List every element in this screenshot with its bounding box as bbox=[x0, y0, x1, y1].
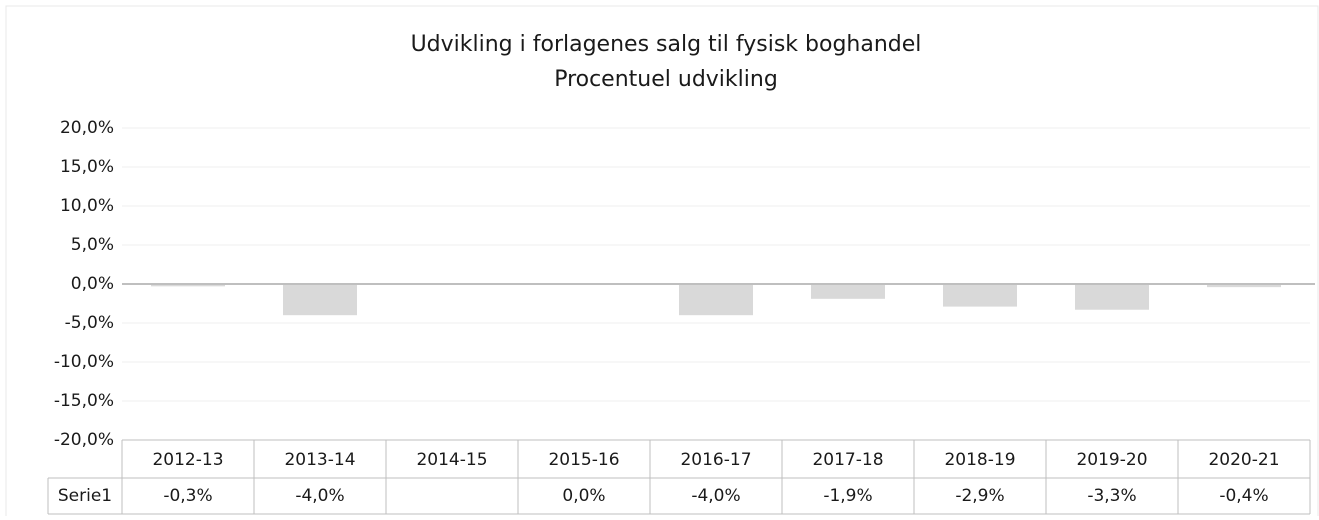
y-tick-label: 0,0% bbox=[71, 274, 114, 294]
table-series-name: Serie1 bbox=[58, 486, 112, 506]
table-value: -0,3% bbox=[163, 486, 212, 506]
y-tick-label: 10,0% bbox=[60, 196, 114, 216]
table-value: -4,0% bbox=[295, 486, 344, 506]
x-tick-label: 2014-15 bbox=[416, 450, 487, 470]
y-tick-label: 20,0% bbox=[60, 118, 114, 138]
x-tick-label: 2013-14 bbox=[284, 450, 355, 470]
x-tick-label: 2020-21 bbox=[1208, 450, 1279, 470]
chart-title: Udvikling i forlagenes salg til fysisk b… bbox=[411, 32, 922, 57]
table-value: -4,0% bbox=[691, 486, 740, 506]
x-tick-label: 2019-20 bbox=[1076, 450, 1147, 470]
table-value: -3,3% bbox=[1087, 486, 1136, 506]
table-value: -0,4% bbox=[1219, 486, 1268, 506]
chart-border bbox=[5, 5, 1319, 520]
chart-subtitle: Procentuel udvikling bbox=[554, 67, 778, 92]
bar bbox=[943, 284, 1017, 307]
x-tick-label: 2015-16 bbox=[548, 450, 619, 470]
y-tick-label: -5,0% bbox=[65, 313, 114, 333]
x-tick-label: 2012-13 bbox=[152, 450, 223, 470]
table-value: -1,9% bbox=[823, 486, 872, 506]
bar bbox=[1075, 284, 1149, 310]
table-value: -2,9% bbox=[955, 486, 1004, 506]
y-tick-label: -10,0% bbox=[54, 352, 114, 372]
y-tick-label: 15,0% bbox=[60, 157, 114, 177]
bar bbox=[151, 284, 225, 287]
y-tick-label: 5,0% bbox=[71, 235, 114, 255]
bar bbox=[1207, 284, 1281, 288]
bar bbox=[811, 284, 885, 299]
x-tick-label: 2018-19 bbox=[944, 450, 1015, 470]
x-tick-label: 2016-17 bbox=[680, 450, 751, 470]
bar bbox=[283, 284, 357, 316]
y-tick-label: -20,0% bbox=[54, 430, 114, 450]
table-value: 0,0% bbox=[562, 486, 605, 506]
x-tick-label: 2017-18 bbox=[812, 450, 883, 470]
y-tick-label: -15,0% bbox=[54, 391, 114, 411]
bar bbox=[679, 284, 753, 316]
